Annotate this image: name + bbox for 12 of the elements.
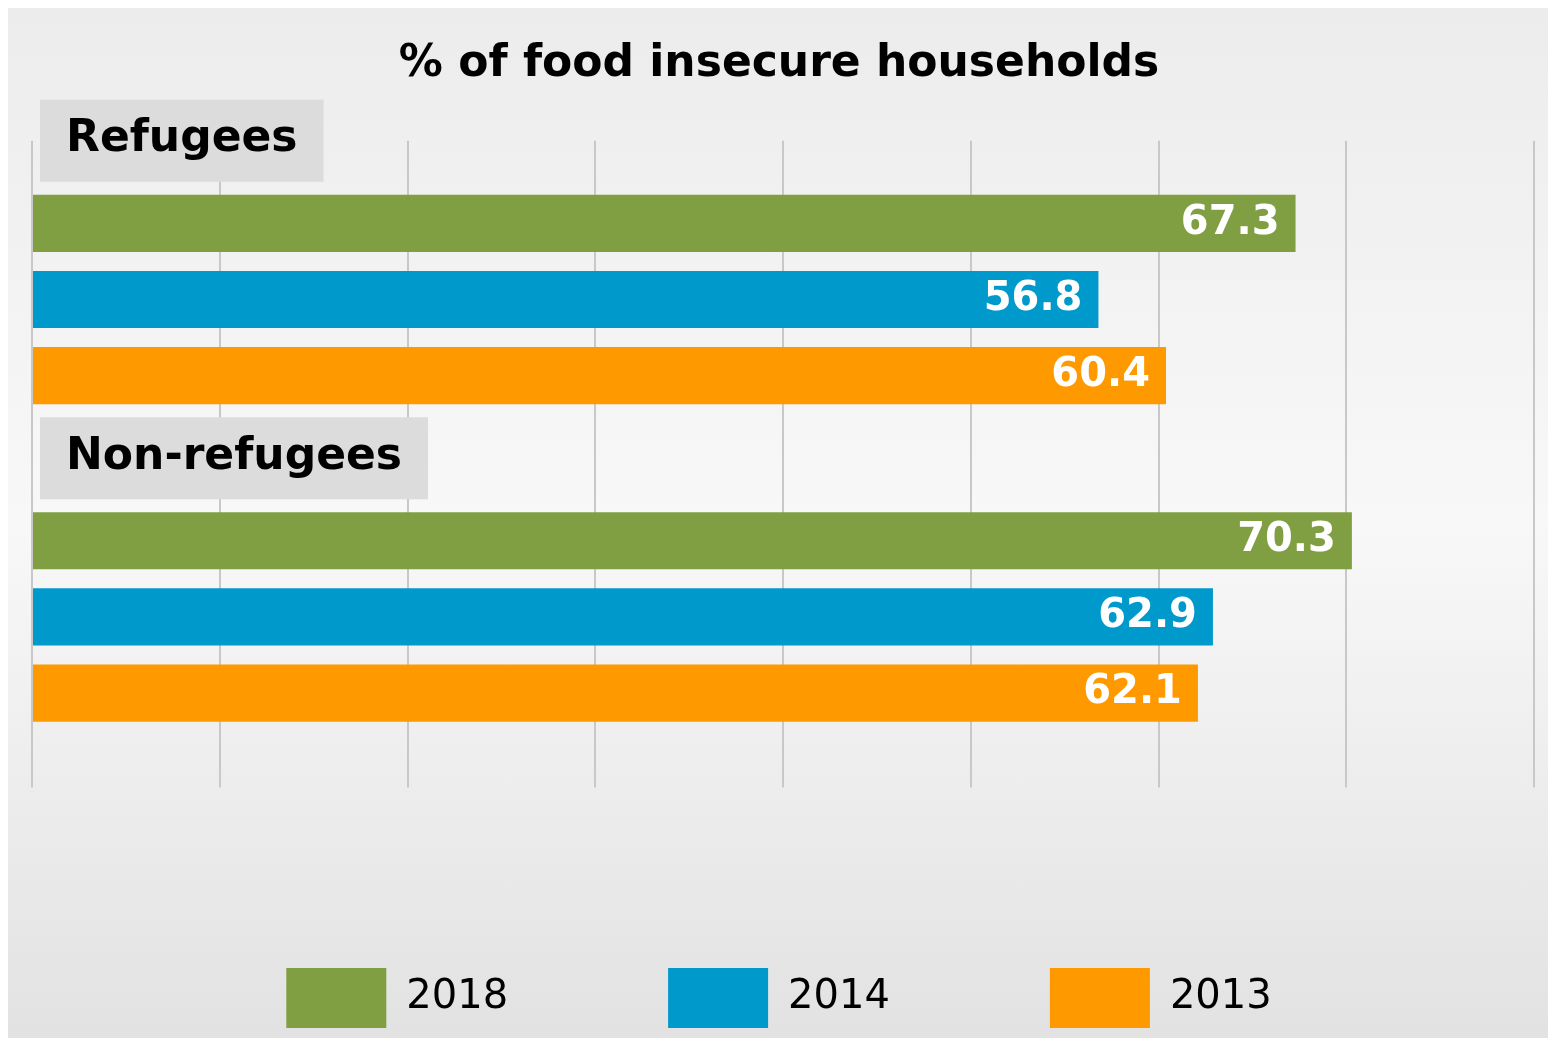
legend-label: 2018 [406, 971, 509, 1018]
y-tick-label: Refugees [66, 110, 298, 162]
legend-label: 2013 [1169, 971, 1272, 1018]
data-label: 67.3 [1180, 196, 1280, 243]
data-label: 56.8 [983, 272, 1083, 319]
y-tick-label: Non-refugees [66, 427, 403, 479]
data-label: 60.4 [1051, 349, 1151, 396]
chart-title: % of food insecure households [398, 34, 1160, 86]
legend-label: 2014 [788, 971, 890, 1018]
data-label: 62.1 [1083, 666, 1182, 713]
data-label: 62.9 [1098, 590, 1197, 637]
data-label: 70.3 [1237, 514, 1336, 561]
